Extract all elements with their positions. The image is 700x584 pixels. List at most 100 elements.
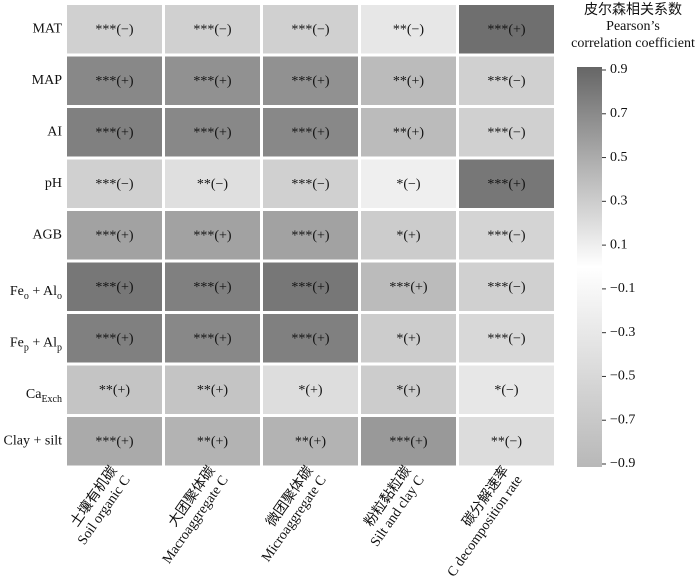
row-label: Clay + silt (4, 433, 63, 448)
cell-label: ***(+) (193, 125, 232, 140)
row-label: CaExch (26, 387, 62, 405)
cell (263, 159, 358, 208)
cell (263, 365, 358, 414)
row-label: Feo + Alo (10, 284, 62, 302)
cell (263, 262, 358, 311)
colorbar-tick-label: −0.5 (610, 369, 635, 384)
cell-label: ***(+) (291, 228, 330, 243)
cell-label: ***(+) (487, 22, 526, 37)
cell (67, 56, 162, 105)
row-label-part: Fe (10, 284, 24, 299)
cell (263, 5, 358, 54)
cell-label: ***(−) (95, 177, 134, 192)
cell-label: ***(+) (291, 74, 330, 89)
cell-label: ***(−) (487, 74, 526, 89)
row-label: AI (47, 124, 62, 139)
row-label-part: + Al (29, 284, 57, 299)
cell-label: ***(−) (291, 22, 330, 37)
cell-label: *(+) (298, 383, 323, 398)
cell (459, 211, 554, 260)
cell (459, 417, 554, 466)
cell (263, 108, 358, 157)
cell-label: **(−) (197, 177, 229, 192)
colorbar (577, 67, 602, 467)
cell (361, 108, 456, 157)
cell (361, 211, 456, 260)
cell-label: ***(+) (193, 280, 232, 295)
cell (165, 417, 260, 466)
cell (459, 56, 554, 105)
cell-label: ***(+) (487, 177, 526, 192)
colorbar-tick-label: 0.9 (610, 62, 628, 77)
cell-label: ***(−) (487, 125, 526, 140)
cell (67, 108, 162, 157)
cell (361, 314, 456, 363)
colorbar-tick-label: −0.9 (610, 456, 635, 471)
cell (459, 314, 554, 363)
cell (459, 365, 554, 414)
row-label-sub: p (24, 343, 29, 354)
cell-label: ***(−) (193, 22, 232, 37)
cell-label: **(−) (491, 434, 523, 449)
cell (67, 417, 162, 466)
row-label-part: Ca (26, 387, 42, 402)
cell (67, 262, 162, 311)
cell (361, 365, 456, 414)
colorbar-tick-label: −0.7 (610, 412, 635, 427)
cell-label: **(−) (393, 22, 425, 37)
colorbar-tick-label: 0.3 (610, 194, 628, 209)
cell-label: ***(+) (95, 331, 134, 346)
cell (165, 5, 260, 54)
cell-label: **(+) (99, 383, 131, 398)
cell-label: *(−) (396, 177, 421, 192)
cell-label: ***(+) (389, 280, 428, 295)
cell (459, 159, 554, 208)
cell (361, 262, 456, 311)
cell-label: ***(−) (291, 177, 330, 192)
cell (361, 159, 456, 208)
cell (165, 262, 260, 311)
cell-label: ***(+) (95, 228, 134, 243)
cell-label: **(+) (197, 434, 229, 449)
cell-label: *(+) (396, 331, 421, 346)
colorbar-title: correlation coefficient (571, 36, 695, 51)
cell (165, 365, 260, 414)
cell-label: ***(−) (487, 280, 526, 295)
cell-label: ***(+) (95, 74, 134, 89)
cell (165, 211, 260, 260)
cell (263, 314, 358, 363)
cell-label: **(+) (393, 74, 425, 89)
colorbar-title: 皮尔森相关系数 (584, 2, 682, 18)
cell-label: ***(+) (193, 74, 232, 89)
cell (459, 108, 554, 157)
cell-label: ***(+) (389, 434, 428, 449)
cell-label: *(−) (494, 383, 519, 398)
cell (67, 211, 162, 260)
colorbar-tick-label: 0.7 (610, 106, 628, 121)
cell (165, 159, 260, 208)
cell (67, 159, 162, 208)
colorbar-tick-label: −0.1 (610, 281, 635, 296)
cell (165, 56, 260, 105)
cell (67, 5, 162, 54)
cell-label: ***(−) (487, 228, 526, 243)
cell-label: ***(+) (95, 280, 134, 295)
cell (361, 56, 456, 105)
row-label-sub: p (57, 343, 62, 354)
cell-label: ***(+) (291, 280, 330, 295)
cell-label: *(+) (396, 383, 421, 398)
colorbar-title: Pearson’s (606, 19, 660, 34)
cell (459, 5, 554, 54)
cell-label: ***(+) (95, 434, 134, 449)
cell-label: *(+) (396, 228, 421, 243)
row-label: MAT (32, 21, 62, 36)
cell-label: **(+) (295, 434, 327, 449)
cell-label: ***(+) (291, 125, 330, 140)
row-label-sub: o (24, 291, 29, 302)
row-label: MAP (32, 73, 63, 88)
